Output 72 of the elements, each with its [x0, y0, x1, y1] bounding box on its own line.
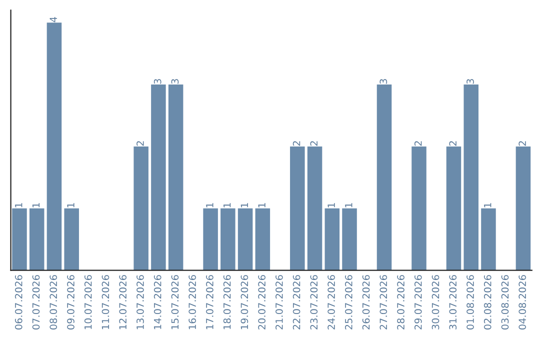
bar	[290, 146, 305, 270]
data-label: 3	[154, 79, 162, 84]
data-label: 1	[15, 203, 22, 208]
x-tick-label: 10.07.2026	[84, 275, 92, 330]
bar	[342, 208, 357, 270]
x-tick-label: 03.08.2026	[501, 275, 509, 330]
data-label: 1	[345, 203, 352, 208]
bar	[376, 84, 392, 270]
x-tick-label: 19.07.2026	[240, 275, 248, 330]
data-label: 2	[136, 141, 144, 146]
bar	[307, 146, 322, 270]
data-label: 4	[50, 16, 57, 22]
x-tick-label: 23.07.2026	[310, 275, 318, 330]
bar	[29, 208, 44, 270]
x-tick-label: 30.07.2026	[432, 275, 440, 330]
bar	[46, 22, 62, 270]
bar	[220, 208, 236, 270]
x-tick-label: 27.07.2026	[380, 275, 388, 330]
x-tick-label: 17.07.2026	[206, 275, 214, 330]
x-tick-label: 18.07.2026	[223, 275, 231, 330]
data-label: 2	[518, 141, 526, 146]
x-tick-label: 28.07.2026	[397, 275, 404, 330]
bar	[151, 84, 166, 270]
bar	[412, 146, 426, 270]
x-tick-label: 31.07.2026	[449, 275, 457, 330]
bar	[255, 208, 270, 270]
bar	[203, 208, 218, 270]
x-tick-label: 12.07.2026	[119, 275, 127, 330]
data-label: 2	[292, 141, 300, 146]
x-tick-label: 07.07.2026	[32, 275, 40, 330]
x-tick-label: 16.07.2026	[188, 275, 196, 330]
bar	[516, 146, 531, 270]
bar	[168, 84, 184, 270]
data-label: 1	[328, 203, 335, 208]
x-tick-label: 08.07.2026	[50, 275, 58, 330]
data-label: 2	[414, 141, 422, 146]
x-tick-label: 22.07.2026	[292, 275, 300, 330]
data-label: 1	[224, 203, 231, 208]
x-tick-label: 11.07.2026	[102, 275, 110, 330]
x-tick-label: 02.08.2026	[484, 275, 492, 330]
data-label: 3	[380, 79, 388, 84]
data-label: 3	[466, 79, 474, 84]
data-label: 1	[32, 203, 40, 208]
data-label: 1	[484, 203, 492, 208]
data-label: 1	[258, 203, 266, 208]
data-label: 1	[67, 203, 74, 208]
x-tick-label: 01.08.2026	[466, 275, 474, 330]
data-label: 2	[310, 141, 318, 146]
x-tick-label: 13.07.2026	[136, 275, 144, 330]
x-tick-label: 06.07.2026	[14, 275, 22, 330]
bar	[464, 84, 478, 270]
bar	[481, 208, 496, 270]
x-tick-label: 25.07.2026	[344, 275, 352, 330]
x-tick-label: 29.07.2026	[414, 275, 422, 330]
bar	[12, 208, 27, 270]
data-label: 2	[449, 141, 456, 146]
x-tick-label: 26.07.2026	[362, 275, 370, 330]
data-label: 3	[171, 79, 179, 84]
bar	[324, 208, 340, 270]
bar	[238, 208, 253, 270]
bar	[134, 146, 148, 270]
x-tick-label: 24.07.2026	[328, 275, 335, 330]
x-tick-label: 15.07.2026	[171, 275, 179, 330]
bar	[64, 208, 79, 270]
x-tick-label: 14.07.2026	[154, 275, 162, 330]
x-tick-label: 04.08.2026	[518, 275, 526, 330]
bar	[446, 146, 462, 270]
x-tick-label: 20.07.2026	[258, 275, 266, 330]
data-label: 1	[206, 203, 214, 208]
x-tick-label: 09.07.2026	[67, 275, 74, 330]
x-tick-label: 21.07.2026	[276, 275, 283, 330]
data-label: 1	[240, 203, 248, 208]
